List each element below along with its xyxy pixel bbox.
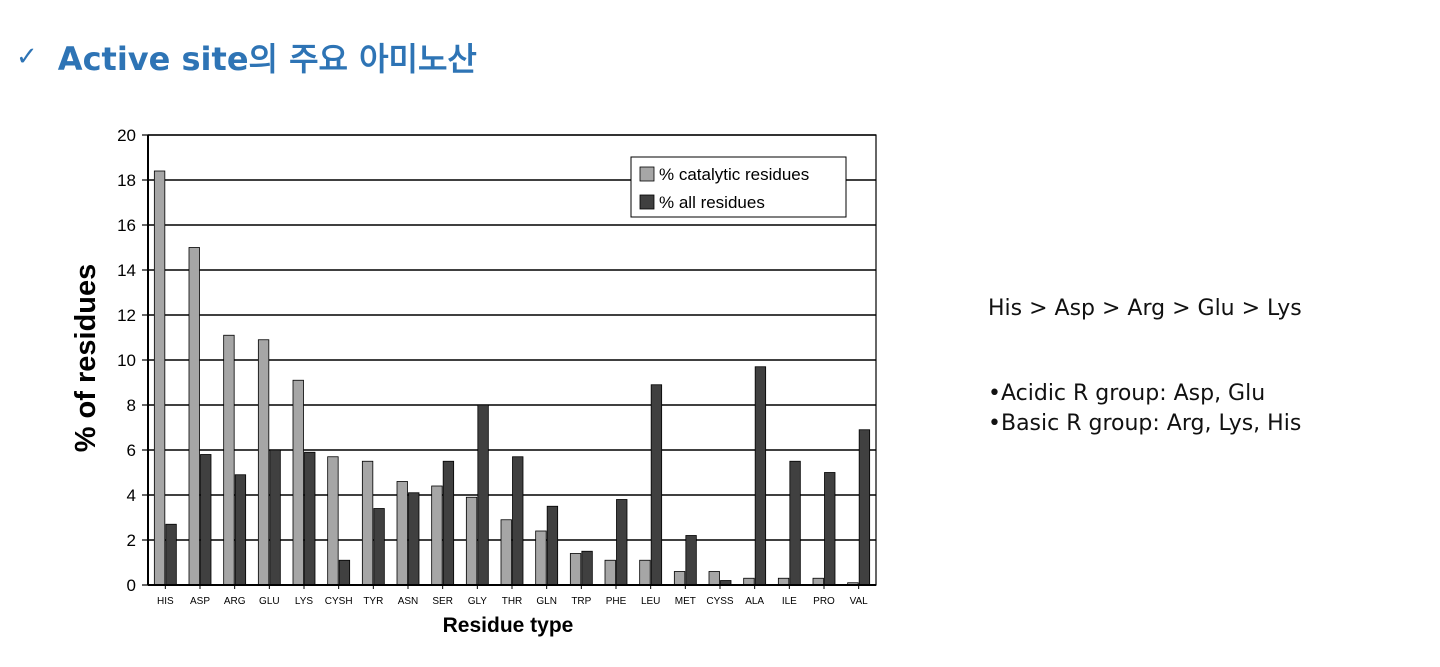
catalytic-bar (639, 559, 651, 586)
y-tick-label: 8 (127, 396, 136, 415)
x-tick-label: CYSS (706, 596, 734, 607)
legend-swatch (639, 166, 655, 182)
legend-label: % catalytic residues (659, 165, 809, 184)
all-residues-bar (789, 460, 801, 586)
catalytic-bar (223, 334, 235, 586)
y-tick-label: 0 (127, 576, 136, 595)
x-tick-label: GLN (536, 596, 557, 607)
all-residues-bar (234, 474, 247, 586)
all-residues-bar (650, 384, 663, 586)
catalytic-bar (431, 485, 443, 586)
all-residues-bar (269, 449, 281, 586)
slide-title: ✓ Active site의 주요 아미노산 (16, 34, 477, 80)
y-tick-label: 4 (127, 486, 136, 505)
residue-order-text: His > Asp > Arg > Glu > Lys (988, 296, 1302, 321)
catalytic-bar (188, 247, 200, 586)
y-tick-label: 2 (127, 531, 136, 550)
x-tick-label: HIS (157, 596, 174, 607)
legend-label: % all residues (659, 193, 765, 212)
catalytic-bar (777, 577, 790, 586)
catalytic-bar (465, 496, 478, 586)
y-axis-title: % of residues (70, 264, 102, 453)
catalytic-bar (812, 577, 824, 586)
all-residues-bar (442, 460, 455, 586)
x-tick-label: VAL (850, 596, 869, 607)
x-tick-label: THR (502, 596, 523, 607)
x-tick-label: TRP (571, 596, 591, 607)
x-tick-label: MET (675, 596, 696, 607)
x-tick-label: LYS (295, 596, 313, 607)
all-residues-bar (165, 523, 177, 586)
x-tick-label: PRO (813, 596, 835, 607)
all-residues-bar (581, 550, 593, 586)
catalytic-bar (327, 456, 339, 586)
y-tick-label: 14 (117, 261, 136, 280)
catalytic-bar (569, 553, 582, 586)
all-residues-bar (477, 404, 489, 586)
all-residues-bar (824, 472, 836, 586)
all-residues-bar (338, 559, 351, 586)
y-tick-label: 20 (117, 126, 136, 145)
x-tick-label: TYR (363, 596, 383, 607)
x-tick-label: SER (432, 596, 453, 607)
catalytic-bar (500, 519, 512, 586)
y-tick-label: 16 (117, 216, 136, 235)
x-tick-label: CYSH (325, 596, 353, 607)
catalytic-bar (292, 379, 304, 586)
all-residues-bar (304, 451, 316, 586)
all-residues-bar (858, 429, 871, 586)
chart-legend (630, 156, 847, 218)
catalytic-bar (396, 481, 408, 586)
x-tick-label: ARG (224, 596, 246, 607)
all-residues-bar (408, 492, 420, 586)
y-tick-label: 6 (127, 441, 136, 460)
catalytic-bar (361, 460, 374, 586)
x-tick-label: ILE (782, 596, 797, 607)
all-residues-bar (616, 499, 628, 586)
all-residues-bar (685, 535, 697, 586)
y-tick-label: 12 (117, 306, 136, 325)
notes-panel: His > Asp > Arg > Glu > Lys •Acidic R gr… (988, 296, 1302, 439)
check-icon: ✓ (16, 42, 38, 72)
all-residues-bar (754, 366, 767, 586)
basic-group-bullet: •Basic R group: Arg, Lys, His (988, 411, 1302, 436)
catalytic-bar (153, 170, 166, 586)
y-tick-label: 18 (117, 171, 136, 190)
x-tick-label: ALA (745, 596, 764, 607)
x-axis-title: Residue type (443, 614, 574, 637)
legend-swatch (639, 194, 655, 210)
all-residues-bar (373, 508, 385, 586)
x-tick-label: LEU (641, 596, 660, 607)
x-tick-label: ASP (190, 596, 210, 607)
all-residues-bar (200, 454, 212, 586)
catalytic-bar (604, 559, 616, 586)
catalytic-bar (535, 530, 547, 586)
acidic-group-bullet: •Acidic R group: Asp, Glu (988, 381, 1266, 406)
catalytic-bar (257, 339, 270, 586)
x-tick-label: GLY (468, 596, 488, 607)
catalytic-bar (673, 571, 686, 586)
all-residues-bar (546, 505, 559, 586)
all-residues-bar (512, 456, 524, 586)
x-tick-label: PHE (606, 596, 627, 607)
x-tick-label: GLU (259, 596, 280, 607)
slide-title-text: Active site의 주요 아미노산 (57, 40, 477, 78)
catalytic-bar (708, 571, 720, 586)
catalytic-bar (743, 577, 755, 586)
y-tick-label: 10 (117, 351, 136, 370)
x-tick-label: ASN (398, 596, 419, 607)
